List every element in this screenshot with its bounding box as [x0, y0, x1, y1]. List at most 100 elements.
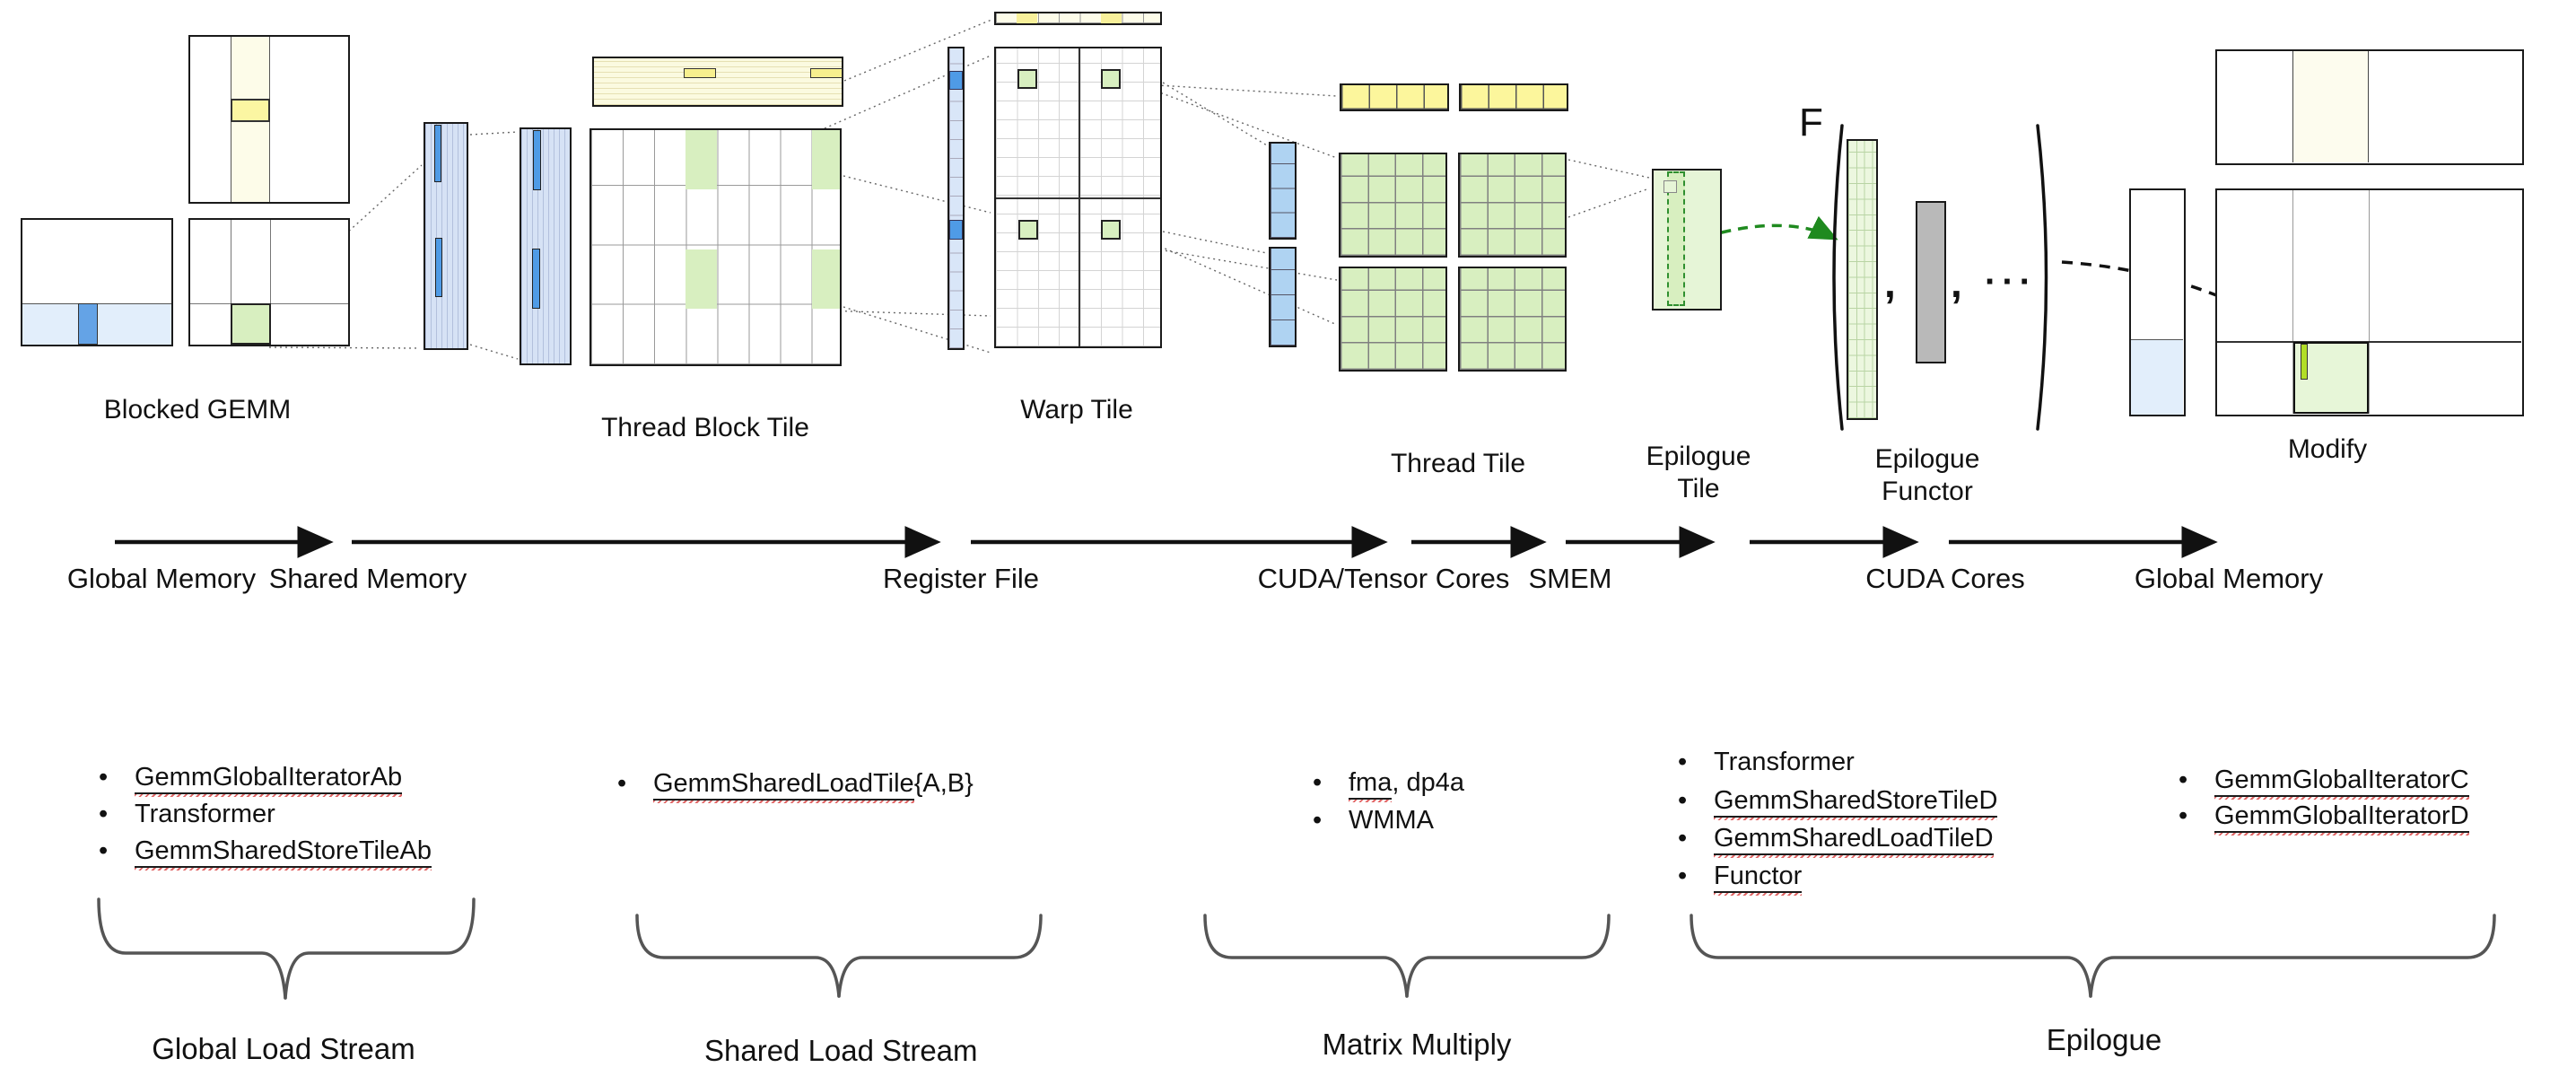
bullet-icon: • [1678, 786, 1688, 815]
thread-block-tile-label: Thread Block Tile [601, 413, 809, 442]
thread-tile-a-strip-2 [1459, 83, 1568, 111]
modify-c-gridline [2369, 190, 2370, 414]
list-item-code: GemmSharedLoadTile [653, 769, 914, 801]
functor-parentheses [1832, 124, 2048, 431]
thread-block-grid [589, 128, 842, 366]
c-matrix-tile-highlight [231, 303, 271, 345]
epilogue-tile-fragment [1663, 180, 1677, 193]
list-item-code: GemmGlobalIteratorAb [135, 763, 403, 794]
list-item-text: , dp4a [1392, 768, 1464, 797]
bullet-icon: • [617, 769, 627, 798]
b-matrix-tile-highlight [231, 99, 270, 122]
memory-label-global-1: Global Memory [66, 563, 257, 594]
register-fragment-stack-2 [1269, 247, 1297, 347]
memory-label-smem: SMEM [1528, 563, 1612, 594]
warp-top-strip [994, 12, 1162, 25]
a-matrix-tile-highlight [78, 303, 98, 345]
warp-left-strip [947, 47, 965, 350]
modify-a-matrix-partial [2129, 188, 2186, 416]
thread-tile-grid-1 [1339, 153, 1447, 258]
functor-comma-2: , [1951, 259, 1962, 306]
thread-tile-grid-2 [1458, 153, 1567, 258]
functor-accumulator-bar [1847, 139, 1878, 420]
epilogue-functor-label-line1: Epilogue [1874, 444, 1980, 474]
warp-green-cell [1101, 69, 1121, 89]
list-item-text: Transformer [135, 800, 275, 828]
modify-label: Modify [2287, 434, 2368, 464]
epilogue-tile [1652, 169, 1722, 311]
smem-b-fragment [810, 68, 843, 78]
smem-a-fragment [533, 130, 541, 190]
epilogue-brace [1690, 914, 2496, 998]
epilogue-tile-column [1667, 171, 1685, 306]
list-item-text: {A,B} [913, 769, 974, 798]
bullet-icon: • [1313, 806, 1323, 835]
memory-label-cuda-tensor-cores: CUDA/Tensor Cores [1257, 563, 1510, 594]
matrix-multiply-label: Matrix Multiply [1322, 1028, 1512, 1061]
modify-green-tile [2293, 342, 2369, 414]
warp-center-hline [996, 197, 1160, 199]
memory-label-global-2: Global Memory [2134, 563, 2324, 594]
blocked-gemm-b-matrix [188, 35, 350, 204]
modify-b-matrix [2215, 49, 2524, 165]
global-load-stream-brace [97, 897, 476, 1000]
thread-tile-grid-3 [1339, 267, 1447, 372]
list-item-code: GemmGlobalIteratorD [2214, 801, 2469, 833]
modify-b-column-strip [2292, 51, 2369, 162]
modify-c-gridline [2292, 190, 2293, 414]
list-item-code: GemmSharedStoreTileAb [135, 836, 432, 868]
memory-label-shared: Shared Memory [268, 563, 467, 594]
smem-a-bar-1 [424, 122, 468, 350]
bullet-icon: • [99, 800, 109, 828]
bullet-icon: • [99, 763, 109, 792]
blocked-gemm-a-matrix [21, 218, 173, 346]
register-fragment-stack-1 [1269, 142, 1297, 240]
epilogue-tile-label-line2: Tile [1677, 474, 1720, 503]
modify-c-gridline [2217, 341, 2521, 343]
shared-load-stream-label: Shared Load Stream [704, 1034, 978, 1067]
warp-green-cell [1017, 69, 1037, 89]
thread-block-green-cell [685, 130, 717, 189]
c-matrix-gridline [270, 220, 271, 345]
thread-tile-label: Thread Tile [1390, 449, 1526, 478]
modify-fragment-highlight [2301, 344, 2308, 380]
blocked-gemm-c-matrix [188, 218, 350, 346]
bullet-icon: • [99, 836, 109, 865]
warp-strip-highlight [1101, 13, 1122, 23]
list-item-code: fma [1349, 768, 1393, 800]
epilogue-stream-label: Epilogue [2046, 1023, 2162, 1056]
list-item-code: Functor [1714, 862, 1803, 893]
warp-green-cell [1018, 220, 1038, 240]
memory-label-cuda-cores: CUDA Cores [1865, 563, 2025, 594]
bullet-icon: • [1313, 768, 1323, 797]
warp-strip-highlight [1017, 13, 1037, 23]
warp-main-grid [994, 47, 1162, 348]
smem-a-fragment [434, 125, 441, 182]
thread-tile-a-strip-1 [1340, 83, 1449, 111]
functor-source-operand-bar [1916, 201, 1946, 363]
shared-load-stream-brace [635, 914, 1043, 998]
bullet-icon: • [2179, 766, 2188, 794]
smem-a-fragment [435, 238, 442, 297]
blocked-gemm-label: Blocked GEMM [103, 395, 292, 424]
thread-tile-grid-4 [1458, 267, 1567, 372]
bullet-icon: • [2179, 801, 2188, 830]
warp-green-cell [1101, 220, 1121, 240]
epilogue-functor-label-line2: Functor [1882, 477, 1973, 506]
bullet-icon: • [1678, 748, 1688, 776]
memory-label-register: Register File [883, 563, 1039, 594]
modify-c-matrix [2215, 188, 2524, 416]
smem-b-fragment [684, 68, 716, 78]
list-item-code: GemmGlobalIteratorC [2214, 766, 2469, 797]
bullet-icon: • [1678, 824, 1688, 853]
list-item-code: GemmSharedLoadTileD [1714, 824, 1994, 855]
thread-block-green-cell [812, 249, 840, 309]
bullet-icon: • [1678, 862, 1688, 890]
warp-strip-blue-cell [949, 220, 963, 240]
functor-f-symbol: F [1799, 101, 1823, 144]
functor-ellipsis: ··· [1985, 262, 2037, 302]
warp-strip-blue-cell [949, 71, 963, 90]
functor-comma-1: , [1884, 259, 1896, 306]
